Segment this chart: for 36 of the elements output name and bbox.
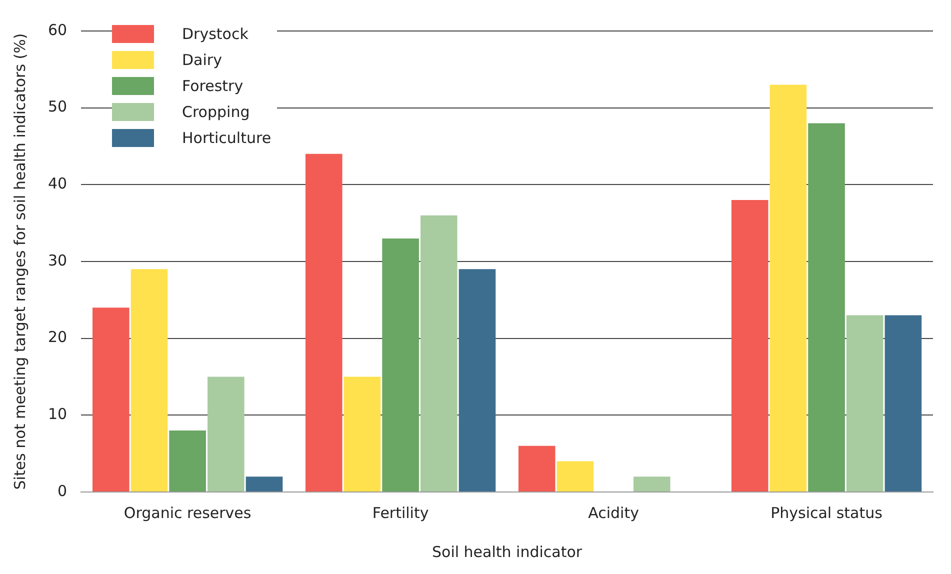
x-tick-label: Physical status [770,504,883,522]
y-tick-label: 50 [48,98,68,116]
x-tick-label: Organic reserves [124,504,252,522]
y-tick-label: 30 [48,251,68,270]
bar [846,315,884,492]
legend-label: Horticulture [182,129,272,147]
bar [518,446,556,492]
x-tick-label: Acidity [588,504,640,522]
bar [633,476,670,492]
bar [458,269,496,492]
legend-label: Drystock [182,25,248,43]
bar [169,430,206,492]
x-tick-label: Fertility [372,504,429,522]
bar [884,315,922,492]
x-axis-title: Soil health indicator [432,542,583,561]
bar [344,376,381,492]
bar [420,215,458,492]
bar [208,376,244,492]
bar [770,84,807,492]
y-tick-label: 60 [48,20,68,39]
bar [246,476,283,492]
y-tick-label: 10 [48,405,68,424]
legend-label: Dairy [182,51,222,69]
y-tick-label: 40 [48,174,68,193]
bar [731,200,768,492]
bar [130,269,168,492]
y-axis-title: Sites not meeting target ranges for soil health indicators (%) [10,33,29,490]
legend-label: Cropping [182,103,250,121]
bar [382,238,419,492]
bar [808,123,845,492]
bar [556,461,594,492]
y-tick-label: 0 [58,482,68,500]
bar [92,308,130,492]
y-tick-label: 20 [48,328,68,346]
legend-label: Forestry [182,77,244,95]
bar [305,154,342,492]
